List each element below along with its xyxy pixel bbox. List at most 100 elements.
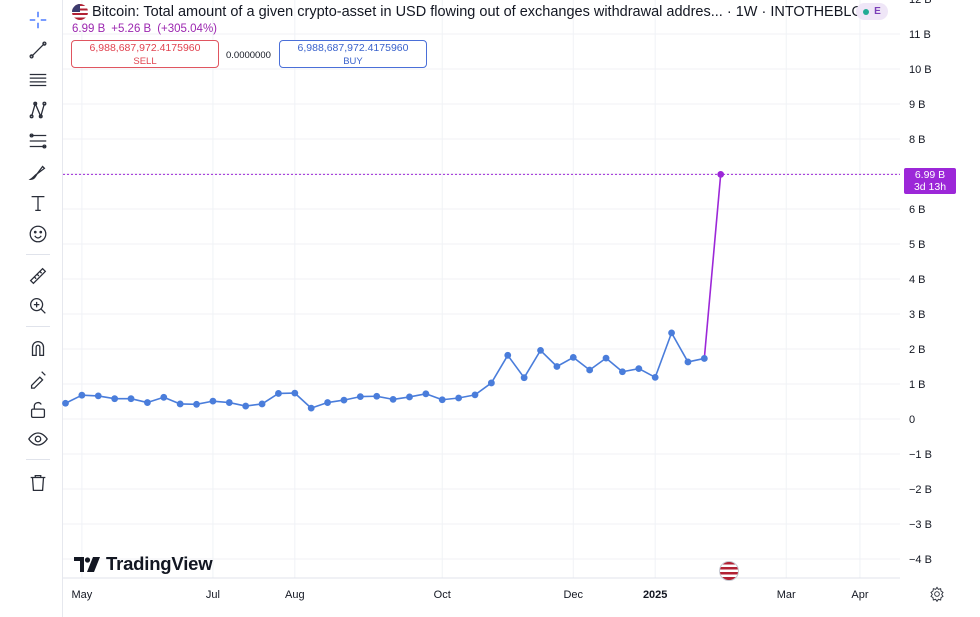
data-point[interactable]: [209, 397, 217, 405]
data-point[interactable]: [684, 358, 692, 366]
data-point[interactable]: [111, 395, 119, 403]
series-points: [62, 170, 725, 412]
data-point[interactable]: [602, 354, 610, 362]
y-tick-label: −2 B: [909, 484, 932, 496]
pattern-icon[interactable]: [24, 96, 52, 124]
fib-icon[interactable]: [24, 127, 52, 155]
buy-button[interactable]: 6,988,687,972.4175960 BUY: [279, 40, 427, 68]
series-segment: [654, 332, 673, 378]
trend-line-icon[interactable]: [24, 36, 52, 64]
unlock-icon[interactable]: [24, 396, 52, 424]
series-segment: [539, 349, 558, 368]
y-tick-label: 12 B: [909, 0, 932, 6]
y-tick-label: −4 B: [909, 554, 932, 566]
toolbar-divider: [26, 459, 50, 460]
data-point[interactable]: [487, 379, 495, 387]
data-point[interactable]: [78, 391, 86, 399]
us-flag-icon: [72, 4, 88, 20]
data-point[interactable]: [307, 404, 315, 412]
data-point[interactable]: [569, 354, 577, 361]
data-point[interactable]: [62, 399, 69, 407]
data-point[interactable]: [127, 395, 135, 403]
series-segment: [294, 392, 312, 409]
y-tick-label: 4 B: [909, 274, 926, 286]
data-point[interactable]: [455, 394, 463, 402]
buy-price: 6,988,687,972.4175960: [297, 42, 409, 54]
data-point[interactable]: [176, 400, 184, 408]
series-segment: [490, 354, 509, 384]
data-point[interactable]: [144, 399, 151, 406]
ruler-icon[interactable]: [24, 262, 52, 290]
earnings-badge[interactable]: E: [856, 3, 888, 20]
data-point[interactable]: [504, 351, 512, 359]
brush-icon[interactable]: [24, 158, 52, 186]
data-point[interactable]: [668, 329, 675, 337]
x-tick-label: Oct: [434, 589, 451, 601]
data-point[interactable]: [553, 363, 561, 370]
y-tick-label: 1 B: [909, 379, 926, 391]
eye-icon[interactable]: [24, 425, 52, 453]
data-point[interactable]: [94, 392, 102, 400]
x-tick-label: 2025: [643, 589, 667, 601]
x-tick-label: Dec: [563, 589, 583, 601]
y-tick-label: 11 B: [909, 29, 931, 41]
magnet-icon[interactable]: [24, 334, 52, 362]
crosshair-icon[interactable]: [24, 6, 52, 34]
data-point[interactable]: [373, 392, 381, 400]
brand-name: TradingView: [106, 553, 213, 574]
x-tick-label: Apr: [851, 589, 868, 601]
horizontal-lines-icon[interactable]: [24, 66, 52, 94]
y-axis: 12 B11 B10 B9 B8 B7 B6 B5 B4 B3 B2 B1 B0…: [909, 0, 932, 566]
gear-icon[interactable]: [929, 586, 945, 603]
sell-button[interactable]: 6,988,687,972.4175960 SELL: [71, 40, 219, 68]
data-point[interactable]: [160, 393, 168, 401]
emoji-icon[interactable]: [24, 220, 52, 248]
y-tick-label: −1 B: [909, 449, 932, 461]
x-axis: May Jul Aug Oct Dec 2025 Mar Apr: [71, 589, 868, 601]
data-point[interactable]: [422, 390, 430, 398]
data-point[interactable]: [537, 347, 544, 354]
status-dot-icon: [863, 8, 870, 15]
data-point[interactable]: [193, 400, 200, 408]
zoom-in-icon[interactable]: [24, 292, 52, 320]
data-point[interactable]: [258, 400, 266, 408]
data-point[interactable]: [275, 390, 282, 397]
text-icon[interactable]: [24, 189, 52, 217]
data-point[interactable]: [651, 373, 659, 381]
y-tick-label: 2 B: [909, 344, 926, 356]
data-point[interactable]: [635, 365, 643, 372]
data-point[interactable]: [225, 399, 233, 406]
last-price-tag: 6.99 B 3d 13h: [904, 168, 956, 194]
y-tick-label: 6 B: [909, 204, 926, 216]
drawing-toolbar: [0, 0, 63, 617]
us-economic-event-icon[interactable]: [719, 561, 739, 581]
lock-drawing-icon[interactable]: [24, 365, 52, 393]
data-point[interactable]: [619, 368, 626, 376]
data-point[interactable]: [291, 389, 299, 397]
data-point[interactable]: [389, 396, 397, 403]
series-segment: [572, 356, 591, 371]
y-tick-label: 9 B: [909, 99, 926, 111]
toolbar-divider: [26, 326, 50, 327]
buy-label: BUY: [343, 56, 363, 67]
data-point[interactable]: [340, 396, 348, 404]
series-segment: [670, 332, 689, 363]
sell-price: 6,988,687,972.4175960: [89, 42, 201, 54]
data-point[interactable]: [438, 396, 446, 404]
data-point[interactable]: [700, 355, 708, 362]
data-point[interactable]: [520, 374, 528, 382]
chart-legend-title[interactable]: Bitcoin: Total amount of a given crypto-…: [72, 4, 875, 20]
data-point[interactable]: [471, 391, 479, 399]
legend-change: +5.26 B: [111, 23, 152, 35]
data-point[interactable]: [242, 402, 250, 410]
data-point[interactable]: [586, 366, 594, 374]
grid-lines: [63, 0, 900, 579]
trash-icon[interactable]: [24, 469, 52, 497]
data-point[interactable]: [406, 393, 413, 401]
data-point[interactable]: [356, 393, 364, 400]
tradingview-logo[interactable]: TradingView: [74, 553, 213, 575]
series-segment: [507, 354, 525, 379]
data-point[interactable]: [717, 170, 725, 178]
data-point[interactable]: [324, 399, 331, 406]
